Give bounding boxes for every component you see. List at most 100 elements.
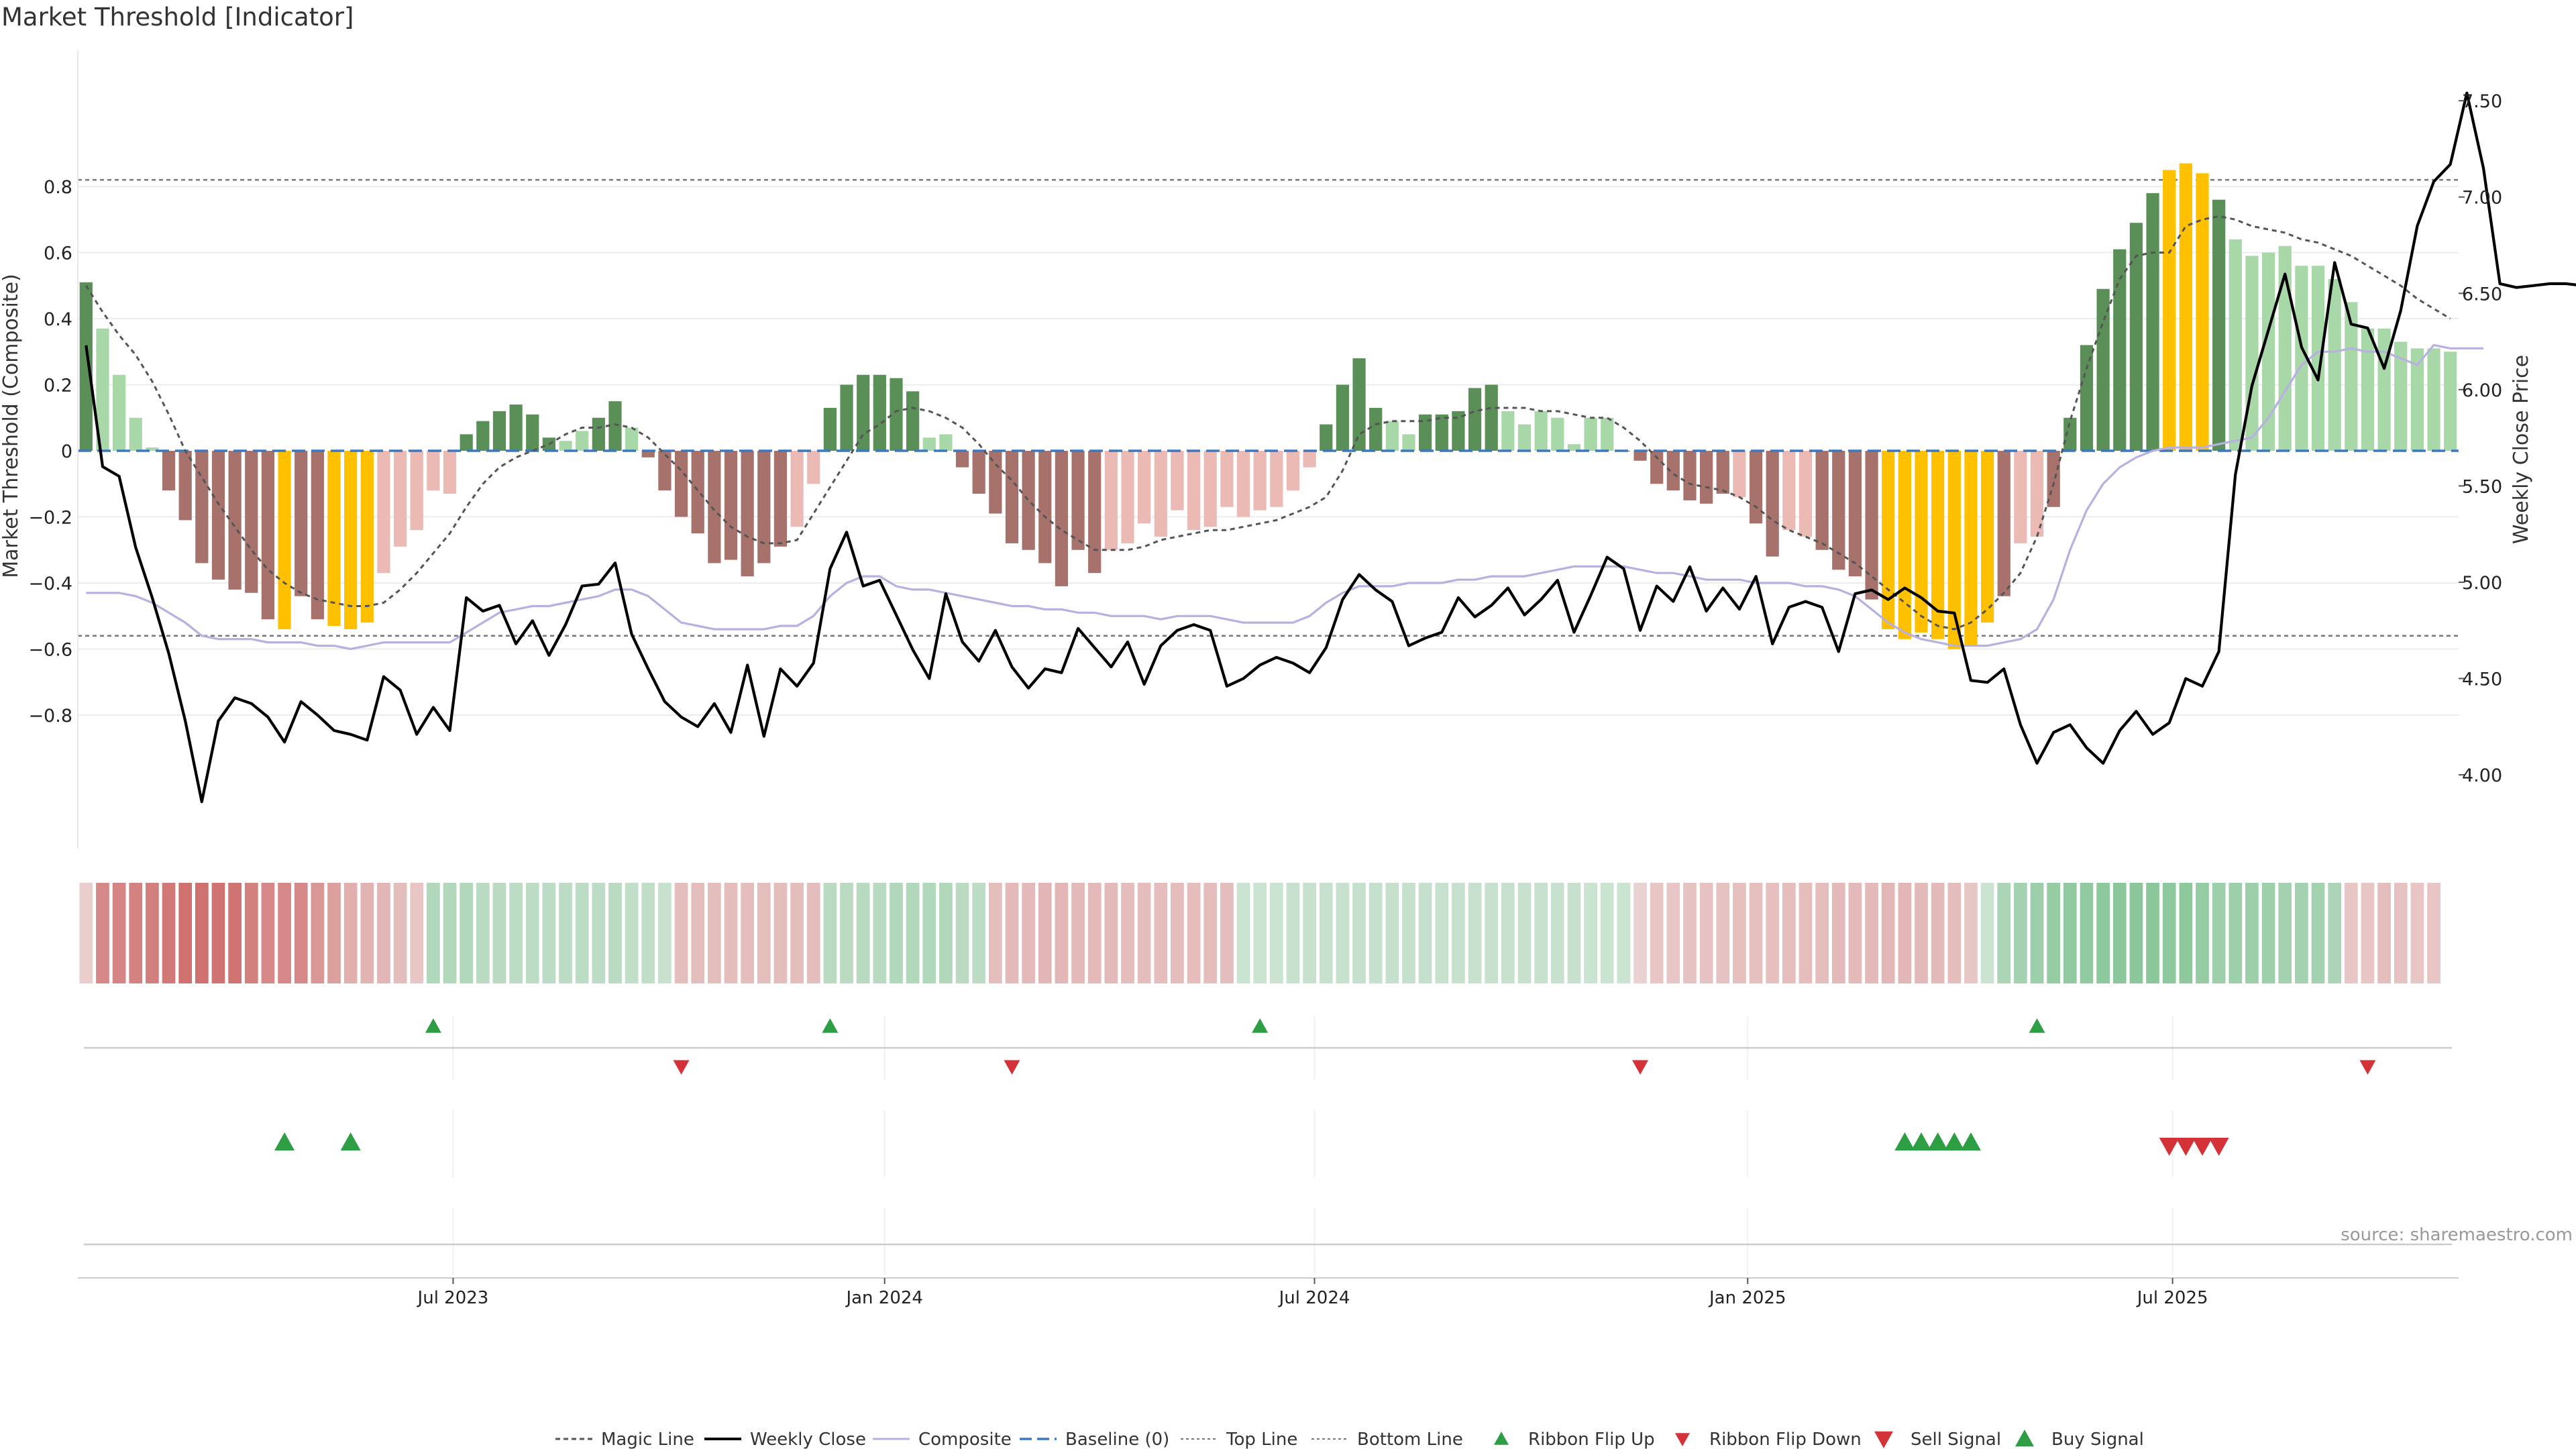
composite-bar xyxy=(2261,252,2275,451)
ribbon-cell xyxy=(311,883,325,983)
composite-bar xyxy=(1320,424,1333,451)
buy-signal-marker xyxy=(1927,1132,1948,1150)
composite-bar xyxy=(344,451,358,629)
ribbon-cell xyxy=(988,883,1002,983)
composite-bar xyxy=(1419,414,1432,451)
legend-label: Top Line xyxy=(1226,1430,1297,1449)
ribbon-cell xyxy=(1831,883,1845,983)
composite-bar xyxy=(509,405,523,451)
composite-bar xyxy=(178,451,192,521)
composite-bar xyxy=(2410,348,2424,451)
ribbon-cell xyxy=(146,883,159,983)
composite-bar xyxy=(2328,278,2341,451)
ribbon-cell xyxy=(2014,883,2027,983)
ribbon-flip-down-marker xyxy=(673,1060,690,1075)
composite-bar xyxy=(790,451,804,527)
composite-bar xyxy=(2229,239,2242,451)
composite-bar xyxy=(955,451,969,468)
composite-bar xyxy=(658,451,672,491)
composite-bar xyxy=(2113,249,2127,451)
composite-bar xyxy=(2096,288,2110,451)
composite-bar xyxy=(1980,451,1994,623)
ribbon-cell xyxy=(1848,883,1862,983)
ribbon-flip-up-marker xyxy=(2029,1018,2045,1033)
composite-bar xyxy=(360,451,374,623)
ribbon-cell xyxy=(1038,883,1052,983)
ribbon-cell xyxy=(2377,883,2391,983)
x-tick-label: Jul 2024 xyxy=(1278,1288,1350,1308)
composite-bar xyxy=(873,374,886,451)
composite-bar xyxy=(608,401,622,451)
ribbon-cell xyxy=(1815,883,1829,983)
ribbon-cell xyxy=(1087,883,1102,983)
composite-bar xyxy=(2345,302,2358,451)
composite-bar xyxy=(1997,451,2010,596)
composite-bar xyxy=(294,451,308,596)
left-tick-label: 0.8 xyxy=(44,177,72,198)
composite-bar xyxy=(823,407,837,451)
right-tick-label: 6.50 xyxy=(2462,284,2502,305)
ribbon-cell xyxy=(757,883,771,983)
ribbon-cell xyxy=(509,883,523,983)
composite-bar xyxy=(1336,384,1350,451)
buy-signal-marker xyxy=(340,1132,361,1150)
ribbon-cell xyxy=(327,883,341,983)
buy-signal-marker xyxy=(1944,1132,1965,1150)
ribbon-cell xyxy=(1997,883,2011,983)
right-tick-label: 4.00 xyxy=(2462,765,2502,786)
ribbon-cell xyxy=(410,883,424,983)
ribbon-cell xyxy=(1915,883,1928,983)
ribbon-cell xyxy=(1650,883,1664,983)
ribbon-cell xyxy=(1567,883,1581,983)
ribbon-flip-up-marker xyxy=(425,1018,441,1033)
composite-bar xyxy=(708,451,721,564)
composite-bar xyxy=(460,434,473,451)
ribbon-cell xyxy=(1336,883,1350,983)
legend-swatch xyxy=(1874,1431,1893,1448)
legend-label: Composite xyxy=(918,1430,1012,1449)
legend-swatch xyxy=(1675,1433,1690,1446)
composite-bar xyxy=(1683,451,1697,500)
composite-bar xyxy=(989,451,1002,514)
x-tick-label: Jul 2025 xyxy=(2136,1288,2208,1308)
ribbon-cell xyxy=(244,883,258,983)
ribbon-cell xyxy=(1187,883,1201,983)
composite-bar xyxy=(1452,411,1465,451)
composite-bar xyxy=(2212,199,2226,451)
ribbon-cell xyxy=(1171,883,1184,983)
composite-bar xyxy=(129,417,142,451)
left-tick-label: 0.6 xyxy=(44,244,72,264)
left-tick-label: 0 xyxy=(61,441,72,462)
ribbon-cell xyxy=(856,883,870,983)
composite-bar xyxy=(79,282,93,451)
composite-bars xyxy=(79,163,2457,649)
legend-label: Bottom Line xyxy=(1357,1430,1463,1449)
ribbon-cell xyxy=(1253,883,1267,983)
composite-bar xyxy=(195,451,209,564)
composite-bar xyxy=(245,451,258,593)
signal-rows xyxy=(84,1016,2452,1275)
right-tick-label: 7.00 xyxy=(2462,188,2502,209)
ribbon-cell xyxy=(1154,883,1168,983)
composite-bar xyxy=(972,451,985,494)
ribbon-cell xyxy=(162,883,176,983)
composite-bar xyxy=(1253,451,1267,511)
ribbon-cell xyxy=(1452,883,1465,983)
legend: Magic Line Weekly Close Composite Baseline … xyxy=(555,1430,2144,1449)
ribbon-cell xyxy=(1782,883,1796,983)
ribbon-cell xyxy=(1236,883,1250,983)
composite-bar xyxy=(1468,388,1482,451)
composite-bar xyxy=(1402,434,1415,451)
ribbon-cell xyxy=(1865,883,1878,983)
composite-bar xyxy=(2245,256,2259,451)
ribbon-cell xyxy=(2278,883,2292,983)
ribbon-cell xyxy=(294,883,308,983)
legend-label: Sell Signal xyxy=(1911,1430,2001,1449)
composite-bar xyxy=(96,328,109,451)
composite-bar xyxy=(492,411,506,451)
composite-bar xyxy=(2047,451,2060,507)
composite-bar xyxy=(2063,417,2077,451)
composite-bar xyxy=(807,451,820,484)
ribbon-cell xyxy=(575,883,589,983)
ribbon-flip-down-marker xyxy=(2359,1060,2376,1075)
